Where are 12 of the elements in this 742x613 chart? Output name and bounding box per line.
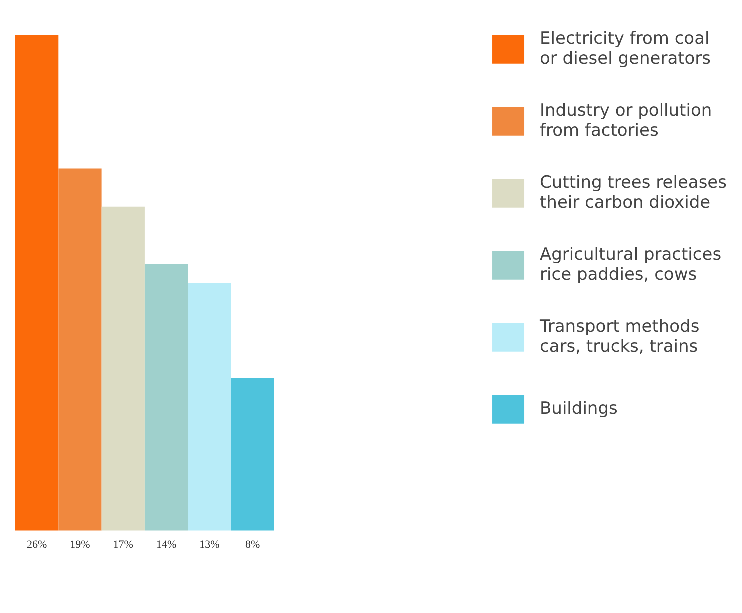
legend-label: Buildings bbox=[540, 398, 618, 421]
legend-label: Transport methods cars, trucks, trains bbox=[540, 316, 700, 359]
data-label: 14% bbox=[156, 538, 177, 551]
data-label: 17% bbox=[113, 538, 134, 551]
legend-label: Agricultural practices rice paddies, cows bbox=[540, 244, 722, 287]
legend-label: Cutting trees releases their carbon dioxide bbox=[540, 172, 727, 215]
legend-label: Industry or pollution from factories bbox=[540, 100, 712, 143]
legend-label: Electricity from coal or diesel generators bbox=[540, 28, 712, 71]
data-label: 26% bbox=[26, 538, 48, 551]
data-label: 13% bbox=[200, 538, 220, 551]
data-label: 19% bbox=[70, 538, 90, 551]
data-label: 8% bbox=[246, 538, 260, 551]
